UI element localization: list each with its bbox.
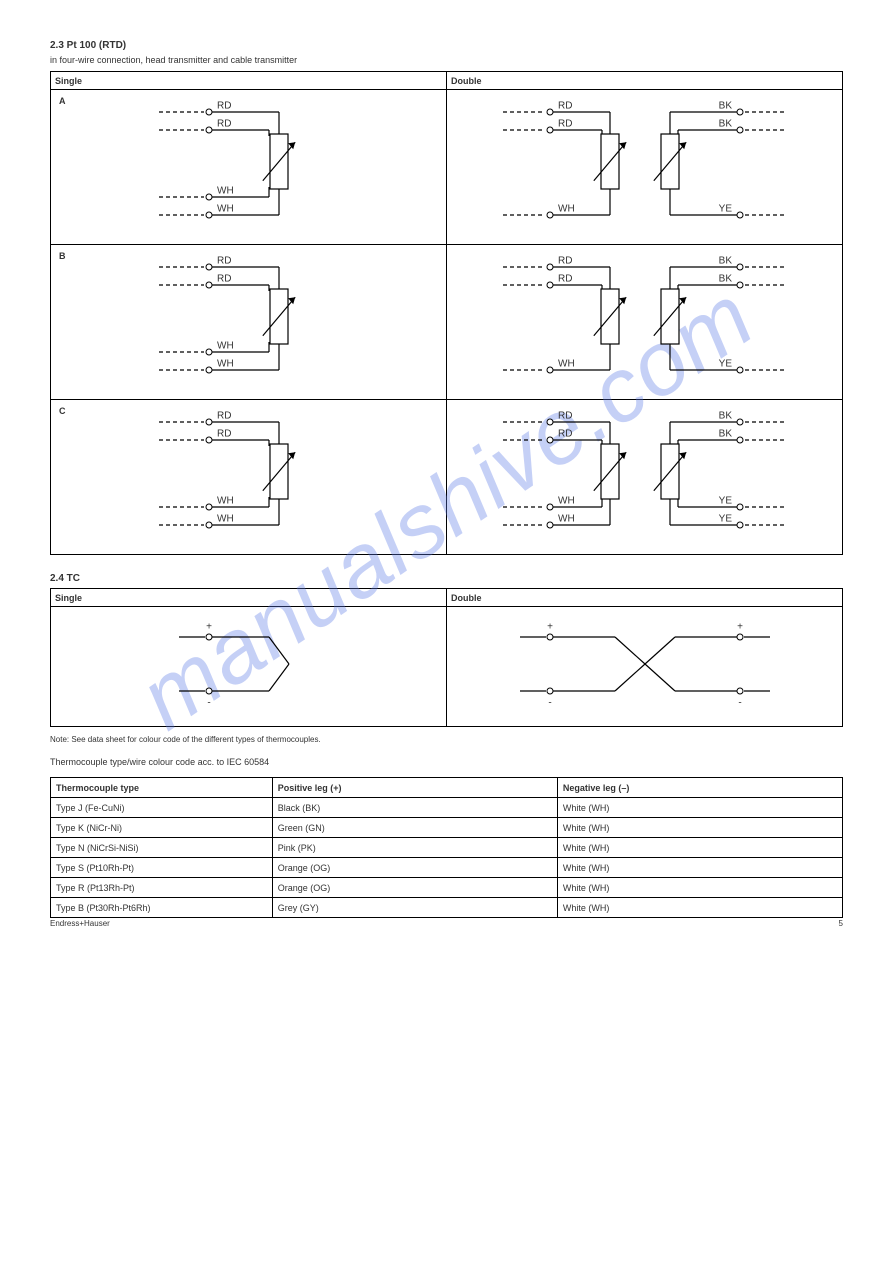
rtd-single-diagram: B RD RD WH WH (55, 247, 442, 397)
svg-text:RD: RD (217, 429, 231, 440)
spec-title: Thermocouple type/wire colour code acc. … (50, 757, 843, 767)
tc-header-double: Double (447, 589, 843, 607)
svg-text:BK: BK (718, 411, 732, 422)
pt100-table: Single Double ARDRDWHWHRDRDWHBKBKYEBRDRD… (50, 71, 843, 555)
svg-text:RD: RD (558, 119, 572, 130)
tc-double-diagram: + - + - (451, 609, 838, 724)
svg-text:RD: RD (558, 101, 572, 112)
spec-cell: Green (GN) (272, 818, 557, 838)
pt100-header-double: Double (447, 72, 843, 90)
spec-cell: White (WH) (557, 858, 842, 878)
table-row: Type S (Pt10Rh-Pt)Orange (OG)White (WH) (51, 858, 843, 878)
table-row: Type B (Pt30Rh-Pt6Rh)Grey (GY)White (WH) (51, 898, 843, 918)
svg-text:-: - (207, 698, 210, 709)
svg-text:YE: YE (718, 496, 732, 507)
pt100-subtitle: in four-wire connection, head transmitte… (50, 55, 843, 65)
svg-text:RD: RD (558, 274, 572, 285)
svg-text:WH: WH (217, 514, 234, 525)
svg-text:RD: RD (558, 429, 572, 440)
svg-text:BK: BK (718, 429, 732, 440)
rtd-double-diagram: RD RD WH BK BK YE (451, 247, 838, 397)
spec-cell: Pink (PK) (272, 838, 557, 858)
svg-text:WH: WH (558, 514, 575, 525)
svg-text:YE: YE (718, 514, 732, 525)
table-row: Type K (NiCr-Ni)Green (GN)White (WH) (51, 818, 843, 838)
svg-text:-: - (548, 698, 551, 709)
svg-text:RD: RD (217, 411, 231, 422)
spec-cell: Type B (Pt30Rh-Pt6Rh) (51, 898, 273, 918)
spec-header-cell: Negative leg (–) (557, 778, 842, 798)
spec-cell: Orange (OG) (272, 858, 557, 878)
svg-text:WH: WH (558, 359, 575, 370)
spec-cell: White (WH) (557, 878, 842, 898)
spec-cell: White (WH) (557, 798, 842, 818)
svg-text:+: + (737, 622, 743, 633)
spec-cell: White (WH) (557, 898, 842, 918)
rtd-double-diagram: RD RD WH BK BK YE (451, 92, 838, 242)
svg-text:BK: BK (718, 274, 732, 285)
svg-text:+: + (206, 622, 212, 633)
spec-cell: Type K (NiCr-Ni) (51, 818, 273, 838)
spec-cell: Orange (OG) (272, 878, 557, 898)
svg-text:WH: WH (217, 341, 234, 352)
svg-text:RD: RD (217, 256, 231, 267)
tc-table: Single Double +- +-+- (50, 588, 843, 727)
tc-header-single: Single (51, 589, 447, 607)
svg-text:+: + (547, 622, 553, 633)
spec-cell: White (WH) (557, 818, 842, 838)
row-label: B (59, 251, 66, 261)
svg-text:WH: WH (217, 186, 234, 197)
spec-cell: Type N (NiCrSi-NiSi) (51, 838, 273, 858)
tc-note: Note: See data sheet for colour code of … (50, 735, 843, 745)
svg-text:WH: WH (217, 359, 234, 370)
table-row: Type J (Fe-CuNi)Black (BK)White (WH) (51, 798, 843, 818)
svg-text:YE: YE (718, 359, 732, 370)
svg-text:WH: WH (217, 496, 234, 507)
spec-header-cell: Thermocouple type (51, 778, 273, 798)
svg-text:WH: WH (558, 496, 575, 507)
table-row: Type R (Pt13Rh-Pt)Orange (OG)White (WH) (51, 878, 843, 898)
spec-table: Thermocouple typePositive leg (+)Negativ… (50, 777, 843, 918)
spec-cell: Type R (Pt13Rh-Pt) (51, 878, 273, 898)
row-label: A (59, 96, 66, 106)
rtd-single-diagram: C RD RD WH WH (55, 402, 442, 552)
svg-text:WH: WH (217, 204, 234, 215)
svg-text:BK: BK (718, 119, 732, 130)
svg-text:WH: WH (558, 204, 575, 215)
footer-right: 5 (839, 919, 843, 928)
svg-text:RD: RD (558, 256, 572, 267)
spec-cell: Grey (GY) (272, 898, 557, 918)
pt100-header-single: Single (51, 72, 447, 90)
spec-cell: Black (BK) (272, 798, 557, 818)
row-label: C (59, 406, 66, 416)
svg-text:RD: RD (217, 274, 231, 285)
svg-text:RD: RD (558, 411, 572, 422)
svg-text:BK: BK (718, 256, 732, 267)
rtd-single-diagram: A RD RD WH WH (55, 92, 442, 242)
tc-title: 2.4 TC (50, 573, 843, 584)
spec-cell: White (WH) (557, 838, 842, 858)
svg-text:YE: YE (718, 204, 732, 215)
footer-left: Endress+Hauser (50, 919, 110, 928)
rtd-double-diagram: RD RD WH WH BK BK YE YE (451, 402, 838, 552)
svg-text:RD: RD (217, 101, 231, 112)
svg-text:BK: BK (718, 101, 732, 112)
spec-cell: Type J (Fe-CuNi) (51, 798, 273, 818)
svg-text:-: - (738, 698, 741, 709)
table-row: Type N (NiCrSi-NiSi)Pink (PK)White (WH) (51, 838, 843, 858)
spec-cell: Type S (Pt10Rh-Pt) (51, 858, 273, 878)
svg-text:RD: RD (217, 119, 231, 130)
tc-single-diagram: +- (55, 609, 442, 724)
pt100-title: 2.3 Pt 100 (RTD) (50, 40, 843, 51)
spec-header-cell: Positive leg (+) (272, 778, 557, 798)
